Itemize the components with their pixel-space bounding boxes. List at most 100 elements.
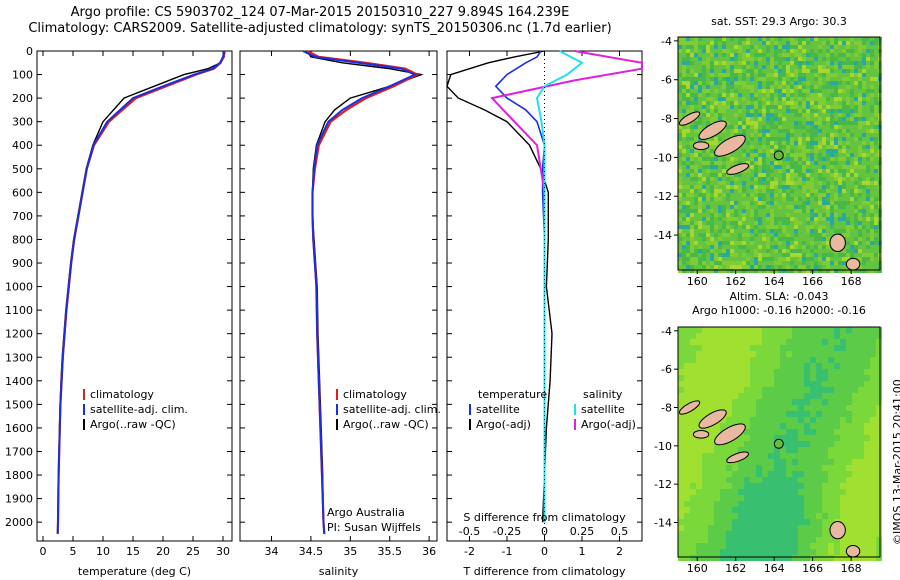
sst-cell [686, 241, 690, 245]
sst-cell [854, 77, 858, 81]
sla-cell [708, 381, 714, 387]
sla-cell [792, 351, 798, 357]
sst-cell [874, 165, 878, 169]
sst-cell [838, 205, 842, 209]
sst-cell [826, 225, 830, 229]
sst-cell [778, 197, 782, 201]
sla-cell [696, 345, 702, 351]
sst-cell [714, 53, 718, 57]
sst-cell [750, 141, 754, 145]
sst-cell [710, 261, 714, 265]
sst-cell [774, 213, 778, 217]
sst-cell [746, 137, 750, 141]
sst-cell [706, 57, 710, 61]
sst-cell [734, 245, 738, 249]
sst-cell [746, 49, 750, 53]
sst-cell [694, 101, 698, 105]
sst-cell [778, 45, 782, 49]
sla-cell [816, 453, 822, 459]
sst-cell [694, 49, 698, 53]
sst-cell [770, 169, 774, 173]
sst-cell [690, 73, 694, 77]
sla-cell [780, 405, 786, 411]
sst-cell [830, 225, 834, 229]
sst-cell [786, 109, 790, 113]
sla-cell [870, 459, 876, 465]
sst-cell [802, 41, 806, 45]
sst-cell [842, 233, 846, 237]
sst-cell [762, 213, 766, 217]
sst-cell [874, 261, 878, 265]
sst-cell [682, 185, 686, 189]
sla-cell [750, 405, 756, 411]
sst-cell [854, 101, 858, 105]
sst-cell [778, 269, 782, 273]
sst-cell [830, 113, 834, 117]
sst-cell [838, 161, 842, 165]
sst-cell [818, 49, 822, 53]
sst-cell [690, 209, 694, 213]
sst-cell [838, 125, 842, 129]
sst-cell [706, 229, 710, 233]
sst-cell [782, 249, 786, 253]
sst-cell [766, 45, 770, 49]
sla-cell [696, 471, 702, 477]
sst-cell [690, 221, 694, 225]
sst-cell [862, 169, 866, 173]
sst-cell [794, 113, 798, 117]
sst-cell [866, 217, 870, 221]
sst-cell [762, 117, 766, 121]
sla-cell [726, 363, 732, 369]
sla-cell [756, 525, 762, 531]
sst-cell [806, 57, 810, 61]
sst-cell [746, 37, 750, 41]
sst-cell [822, 73, 826, 77]
sst-cell [866, 197, 870, 201]
figure-title-line2: Climatology: CARS2009. Satellite-adjuste… [28, 21, 612, 36]
sst-cell [762, 177, 766, 181]
sst-cell [770, 225, 774, 229]
sst-cell [774, 201, 778, 205]
sla-cell [828, 387, 834, 393]
sla-cell [684, 363, 690, 369]
sla-cell [870, 447, 876, 453]
sst-cell [774, 253, 778, 257]
sst-cell [838, 217, 842, 221]
sst-cell [706, 233, 710, 237]
sla-cell [750, 459, 756, 465]
sla-cell [876, 363, 882, 369]
sst-cell [686, 45, 690, 49]
sst-cell [682, 193, 686, 197]
sst-cell [770, 81, 774, 85]
sst-cell [842, 57, 846, 61]
sst-cell [862, 133, 866, 137]
sst-cell [718, 93, 722, 97]
sst-cell [790, 133, 794, 137]
sla-cell [690, 471, 696, 477]
sla-cell [768, 381, 774, 387]
sla-cell [864, 543, 870, 549]
sst-cell [814, 81, 818, 85]
x-tick-label-sal: 35 [343, 545, 357, 558]
sst-cell [754, 165, 758, 169]
sla-cell [708, 435, 714, 441]
sla-cell [858, 345, 864, 351]
sst-cell [746, 45, 750, 49]
sla-cell [792, 357, 798, 363]
sst-cell [842, 193, 846, 197]
sst-cell [690, 141, 694, 145]
sst-cell [866, 137, 870, 141]
sla-cell [780, 411, 786, 417]
sst-cell [754, 145, 758, 149]
sst-cell [802, 101, 806, 105]
sst-cell [706, 245, 710, 249]
sst-cell [774, 105, 778, 109]
sst-cell [758, 45, 762, 49]
sla-cell [702, 477, 708, 483]
sst-cell [798, 201, 802, 205]
sst-cell [830, 57, 834, 61]
sst-cell [802, 265, 806, 269]
sst-cell [754, 61, 758, 65]
sst-cell [758, 209, 762, 213]
sst-cell [778, 185, 782, 189]
